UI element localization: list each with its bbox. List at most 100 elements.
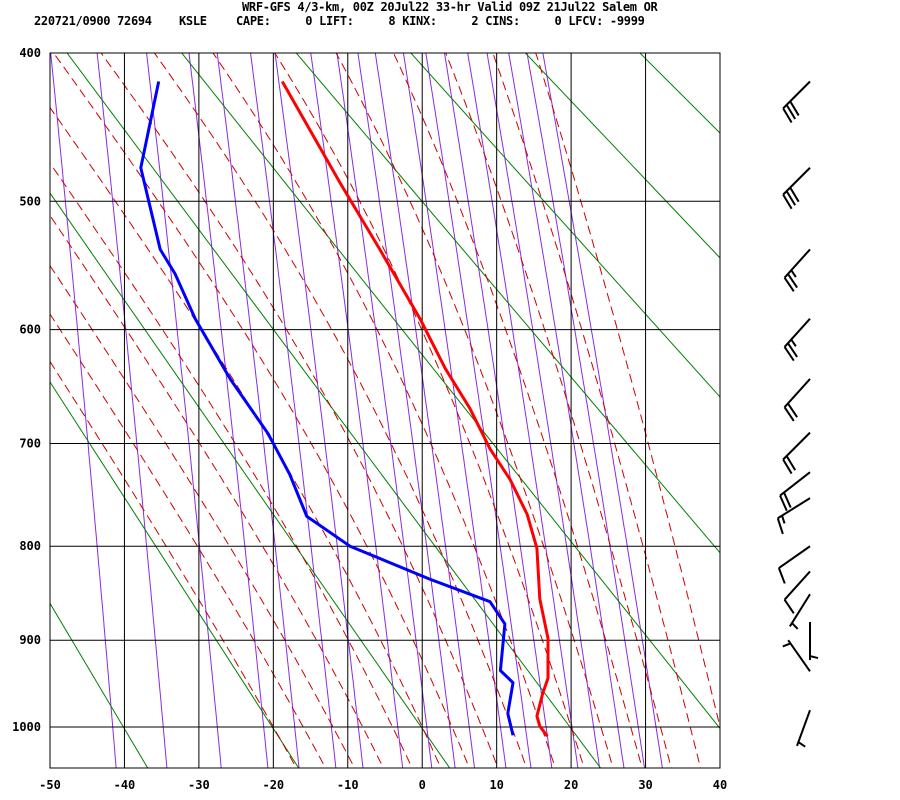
mixing-ratio-line [357,53,456,768]
x-tick-label: -40 [114,778,136,792]
chart-title: WRF-GFS 4/3-km, 00Z 20Jul22 33-hr Valid … [242,0,658,14]
barb-staff [782,167,811,196]
moist-adiabat-line [535,53,720,730]
barb-full-tick [782,458,793,475]
mixing-ratio-line [425,53,532,768]
barb-full-tick [785,455,797,471]
wind-barb [796,709,811,748]
x-tick-label: -50 [39,778,61,792]
barb-full-tick [787,402,798,418]
mixing-ratio-line [526,53,646,768]
y-tick-label: 500 [19,194,41,208]
wind-barb [783,248,811,292]
dry-adiabat-line [181,53,720,730]
wind-barb [782,80,811,124]
barb-full-tick [783,599,795,614]
moist-adiabat-line [392,53,643,768]
barb-half-tick [782,642,791,648]
x-tick-label: -20 [262,778,284,792]
barb-full-tick [787,342,798,358]
mixing-ratio-line [146,53,222,768]
x-tick-label: 20 [564,778,578,792]
barb-half-tick [790,338,797,347]
barb-staff [777,497,811,520]
barb-full-tick [783,277,795,292]
barb-staff [796,709,811,747]
wind-barb [776,497,811,535]
mixing-ratio-line [50,53,117,768]
barb-staff [782,431,811,461]
moist-adiabat-line [50,214,385,768]
mixing-ratio-line [443,53,553,768]
barb-staff [779,471,811,497]
mixing-ratio-line [96,53,168,768]
x-tick-label: 10 [489,778,503,792]
wind-barb [783,318,811,362]
wind-barb [783,378,811,422]
plot-border [49,52,721,769]
wind-barb [782,167,811,210]
barb-staff [783,570,811,601]
dry-adiabat-line [524,53,720,259]
barb-full-tick [776,517,784,535]
barb-full-tick [779,495,788,512]
barb-staff [787,639,811,672]
y-tick-label: 400 [19,46,41,60]
x-tick-label: 0 [419,778,426,792]
y-tick-label: 1000 [12,720,41,734]
barb-full-tick [783,346,795,362]
mixing-ratio-line [310,53,404,768]
barb-full-tick [783,406,795,422]
y-tick-label: 900 [19,633,41,647]
sounding-id: 220721/0900 72694 [34,14,152,28]
wind-barb [782,431,811,475]
dewpoint-trace [139,81,515,736]
moist-adiabat-line [100,53,499,768]
wind-barb [777,545,811,584]
x-tick-label: 30 [638,778,652,792]
moist-adiabat-line [50,360,297,768]
barb-staff [782,80,811,110]
mixing-ratio-line [486,53,601,768]
barb-staff [783,318,811,348]
dry-adiabat-line [738,37,900,776]
wind-barb [809,622,819,661]
mixing-ratio-line [249,53,337,768]
barb-full-tick [782,194,793,210]
dry-adiabat-line [50,602,149,768]
mixing-ratio-line [336,53,433,768]
barb-full-tick [787,273,798,289]
background-lines [50,37,900,776]
x-tick-label: 40 [713,778,727,792]
x-tick-label: -10 [337,778,359,792]
moist-adiabat-line [50,264,356,768]
barb-full-tick [782,107,793,124]
barb-full-tick [785,104,797,120]
y-tick-label: 700 [19,436,41,450]
dry-adiabat-line [50,381,300,768]
wind-barb [782,639,811,672]
barb-full-tick [785,190,797,206]
mixing-ratio-line [402,53,507,768]
wind-barb [783,570,811,614]
wind-barb [789,593,811,630]
mixing-ratio-line [216,53,300,768]
barb-staff [783,378,811,408]
moist-adiabat-line [50,313,327,768]
wind-barb [779,471,811,512]
barb-full-tick [777,567,786,584]
barb-staff [783,248,811,279]
barb-half-tick [809,655,819,660]
barb-half-tick [790,269,797,278]
mixing-ratio-line [508,53,625,768]
temperature-trace [280,80,550,738]
moist-adiabat-line [153,53,528,768]
mixing-ratio-line [467,53,579,768]
y-tick-label: 800 [19,539,41,553]
barb-half-tick [781,515,786,524]
stability-indices: CAPE: 0 LIFT: 8 KINX: 2 CINS: 0 LFCV: -9… [236,14,645,28]
moist-adiabat-line [492,53,702,768]
dry-adiabat-line [851,37,900,776]
dry-adiabat-line [295,53,720,554]
